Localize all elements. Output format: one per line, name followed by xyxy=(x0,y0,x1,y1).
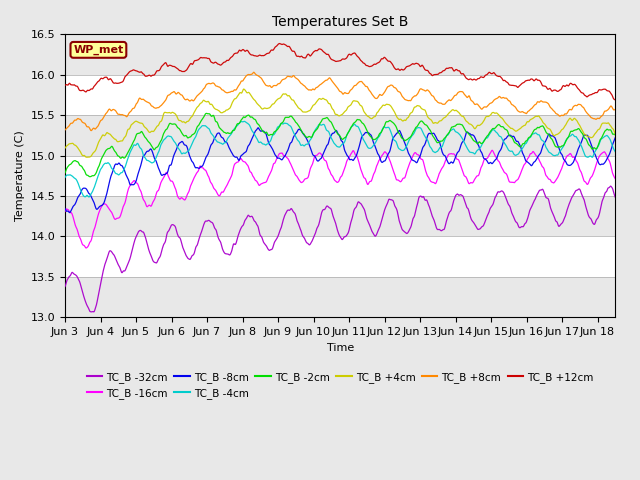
Text: WP_met: WP_met xyxy=(74,45,124,55)
X-axis label: Time: Time xyxy=(326,343,354,353)
Bar xyxy=(65,35,615,75)
Y-axis label: Temperature (C): Temperature (C) xyxy=(15,131,25,221)
Bar xyxy=(65,115,615,156)
Legend: TC_B -32cm, TC_B -16cm, TC_B -8cm, TC_B -4cm, TC_B -2cm, TC_B +4cm, TC_B +8cm, T: TC_B -32cm, TC_B -16cm, TC_B -8cm, TC_B … xyxy=(83,368,598,403)
Title: Temperatures Set B: Temperatures Set B xyxy=(272,15,408,29)
Bar xyxy=(65,196,615,237)
Bar xyxy=(65,277,615,317)
